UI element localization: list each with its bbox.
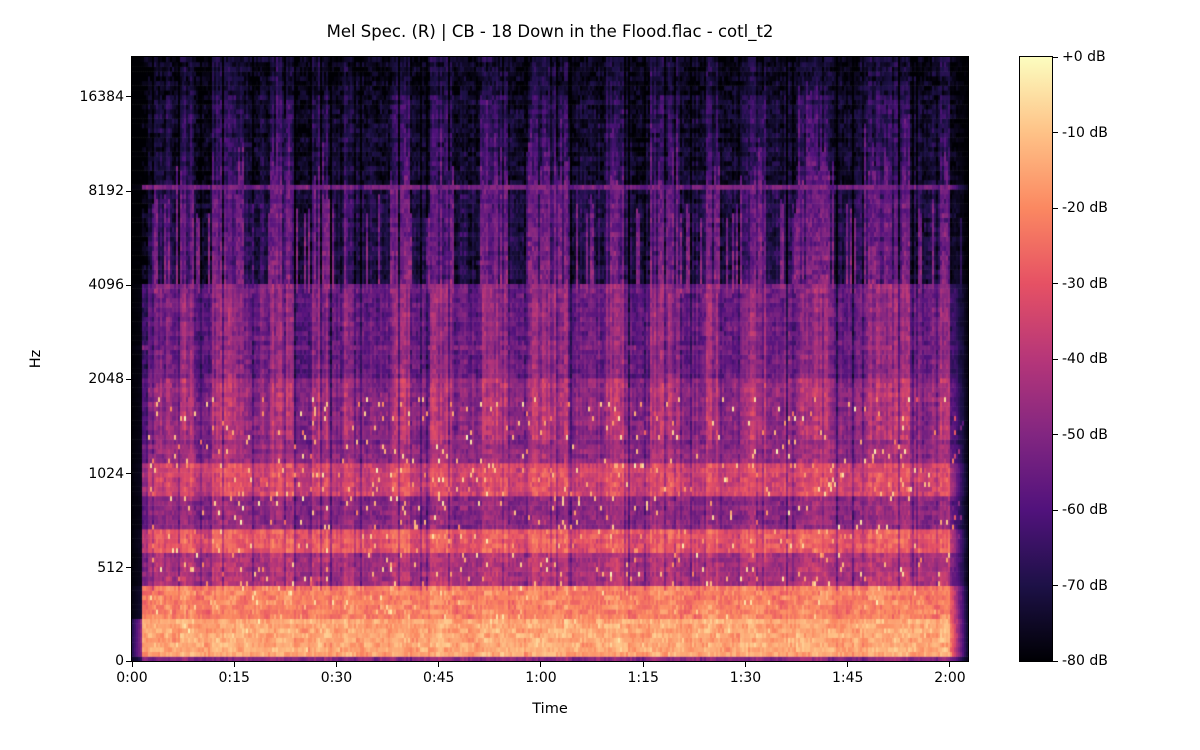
x-tick bbox=[131, 662, 133, 667]
y-tick bbox=[126, 96, 131, 98]
colorbar-tick-label: +0 dB bbox=[1062, 49, 1106, 65]
y-tick bbox=[126, 660, 131, 662]
x-tick bbox=[642, 662, 644, 667]
colorbar-tick bbox=[1053, 509, 1058, 511]
y-tick-label: 512 bbox=[97, 559, 124, 576]
colorbar-tick bbox=[1053, 434, 1058, 435]
y-tick bbox=[126, 567, 131, 569]
spectrogram-heatmap bbox=[132, 57, 968, 661]
y-tick-label: 16384 bbox=[79, 88, 124, 105]
colorbar-tick bbox=[1053, 585, 1058, 586]
y-tick bbox=[126, 284, 131, 286]
x-tick bbox=[233, 662, 235, 667]
colorbar-tick bbox=[1053, 207, 1058, 209]
x-tick-label: 1:30 bbox=[729, 670, 762, 686]
x-tick bbox=[949, 662, 951, 667]
colorbar bbox=[1019, 56, 1053, 662]
x-axis-label: Time bbox=[532, 701, 568, 717]
x-tick-label: 1:45 bbox=[831, 670, 864, 686]
x-tick-label: 0:45 bbox=[422, 670, 455, 686]
x-tick-label: 0:00 bbox=[116, 670, 148, 686]
x-tick bbox=[744, 662, 746, 667]
colorbar-tick-label: -10 dB bbox=[1062, 124, 1108, 141]
colorbar-tick-label: -70 dB bbox=[1062, 577, 1108, 594]
colorbar-tick bbox=[1053, 132, 1058, 133]
colorbar-tick bbox=[1053, 358, 1058, 360]
y-tick bbox=[126, 378, 131, 380]
x-tick bbox=[438, 662, 440, 667]
x-tick-label: 1:00 bbox=[525, 670, 557, 686]
colorbar-tick-label: -60 dB bbox=[1062, 502, 1108, 518]
x-tick bbox=[540, 662, 542, 667]
chart-title: Mel Spec. (R) | CB - 18 Down in the Floo… bbox=[326, 22, 774, 41]
y-tick-label: 8192 bbox=[88, 183, 124, 200]
x-tick-label: 0:15 bbox=[218, 670, 250, 686]
y-tick-label: 1024 bbox=[88, 465, 124, 482]
y-tick-label: 0 bbox=[115, 653, 124, 669]
y-tick-label: 2048 bbox=[88, 371, 124, 388]
x-tick bbox=[847, 662, 849, 667]
colorbar-tick-label: -30 dB bbox=[1062, 275, 1108, 292]
x-tick bbox=[335, 662, 337, 667]
colorbar-tick bbox=[1053, 56, 1058, 58]
colorbar-tick-label: -50 dB bbox=[1062, 426, 1108, 443]
y-tick bbox=[126, 473, 131, 475]
x-tick-label: 1:15 bbox=[627, 670, 659, 686]
colorbar-tick-label: -80 dB bbox=[1062, 653, 1108, 669]
y-tick bbox=[126, 190, 131, 192]
colorbar-tick-label: -20 dB bbox=[1062, 200, 1108, 216]
colorbar-tick bbox=[1053, 660, 1058, 662]
colorbar-tick bbox=[1053, 283, 1058, 284]
y-tick-label: 4096 bbox=[88, 277, 124, 294]
x-tick-label: 2:00 bbox=[934, 670, 966, 686]
x-tick-label: 0:30 bbox=[320, 670, 353, 686]
colorbar-tick-label: -40 dB bbox=[1062, 351, 1108, 367]
